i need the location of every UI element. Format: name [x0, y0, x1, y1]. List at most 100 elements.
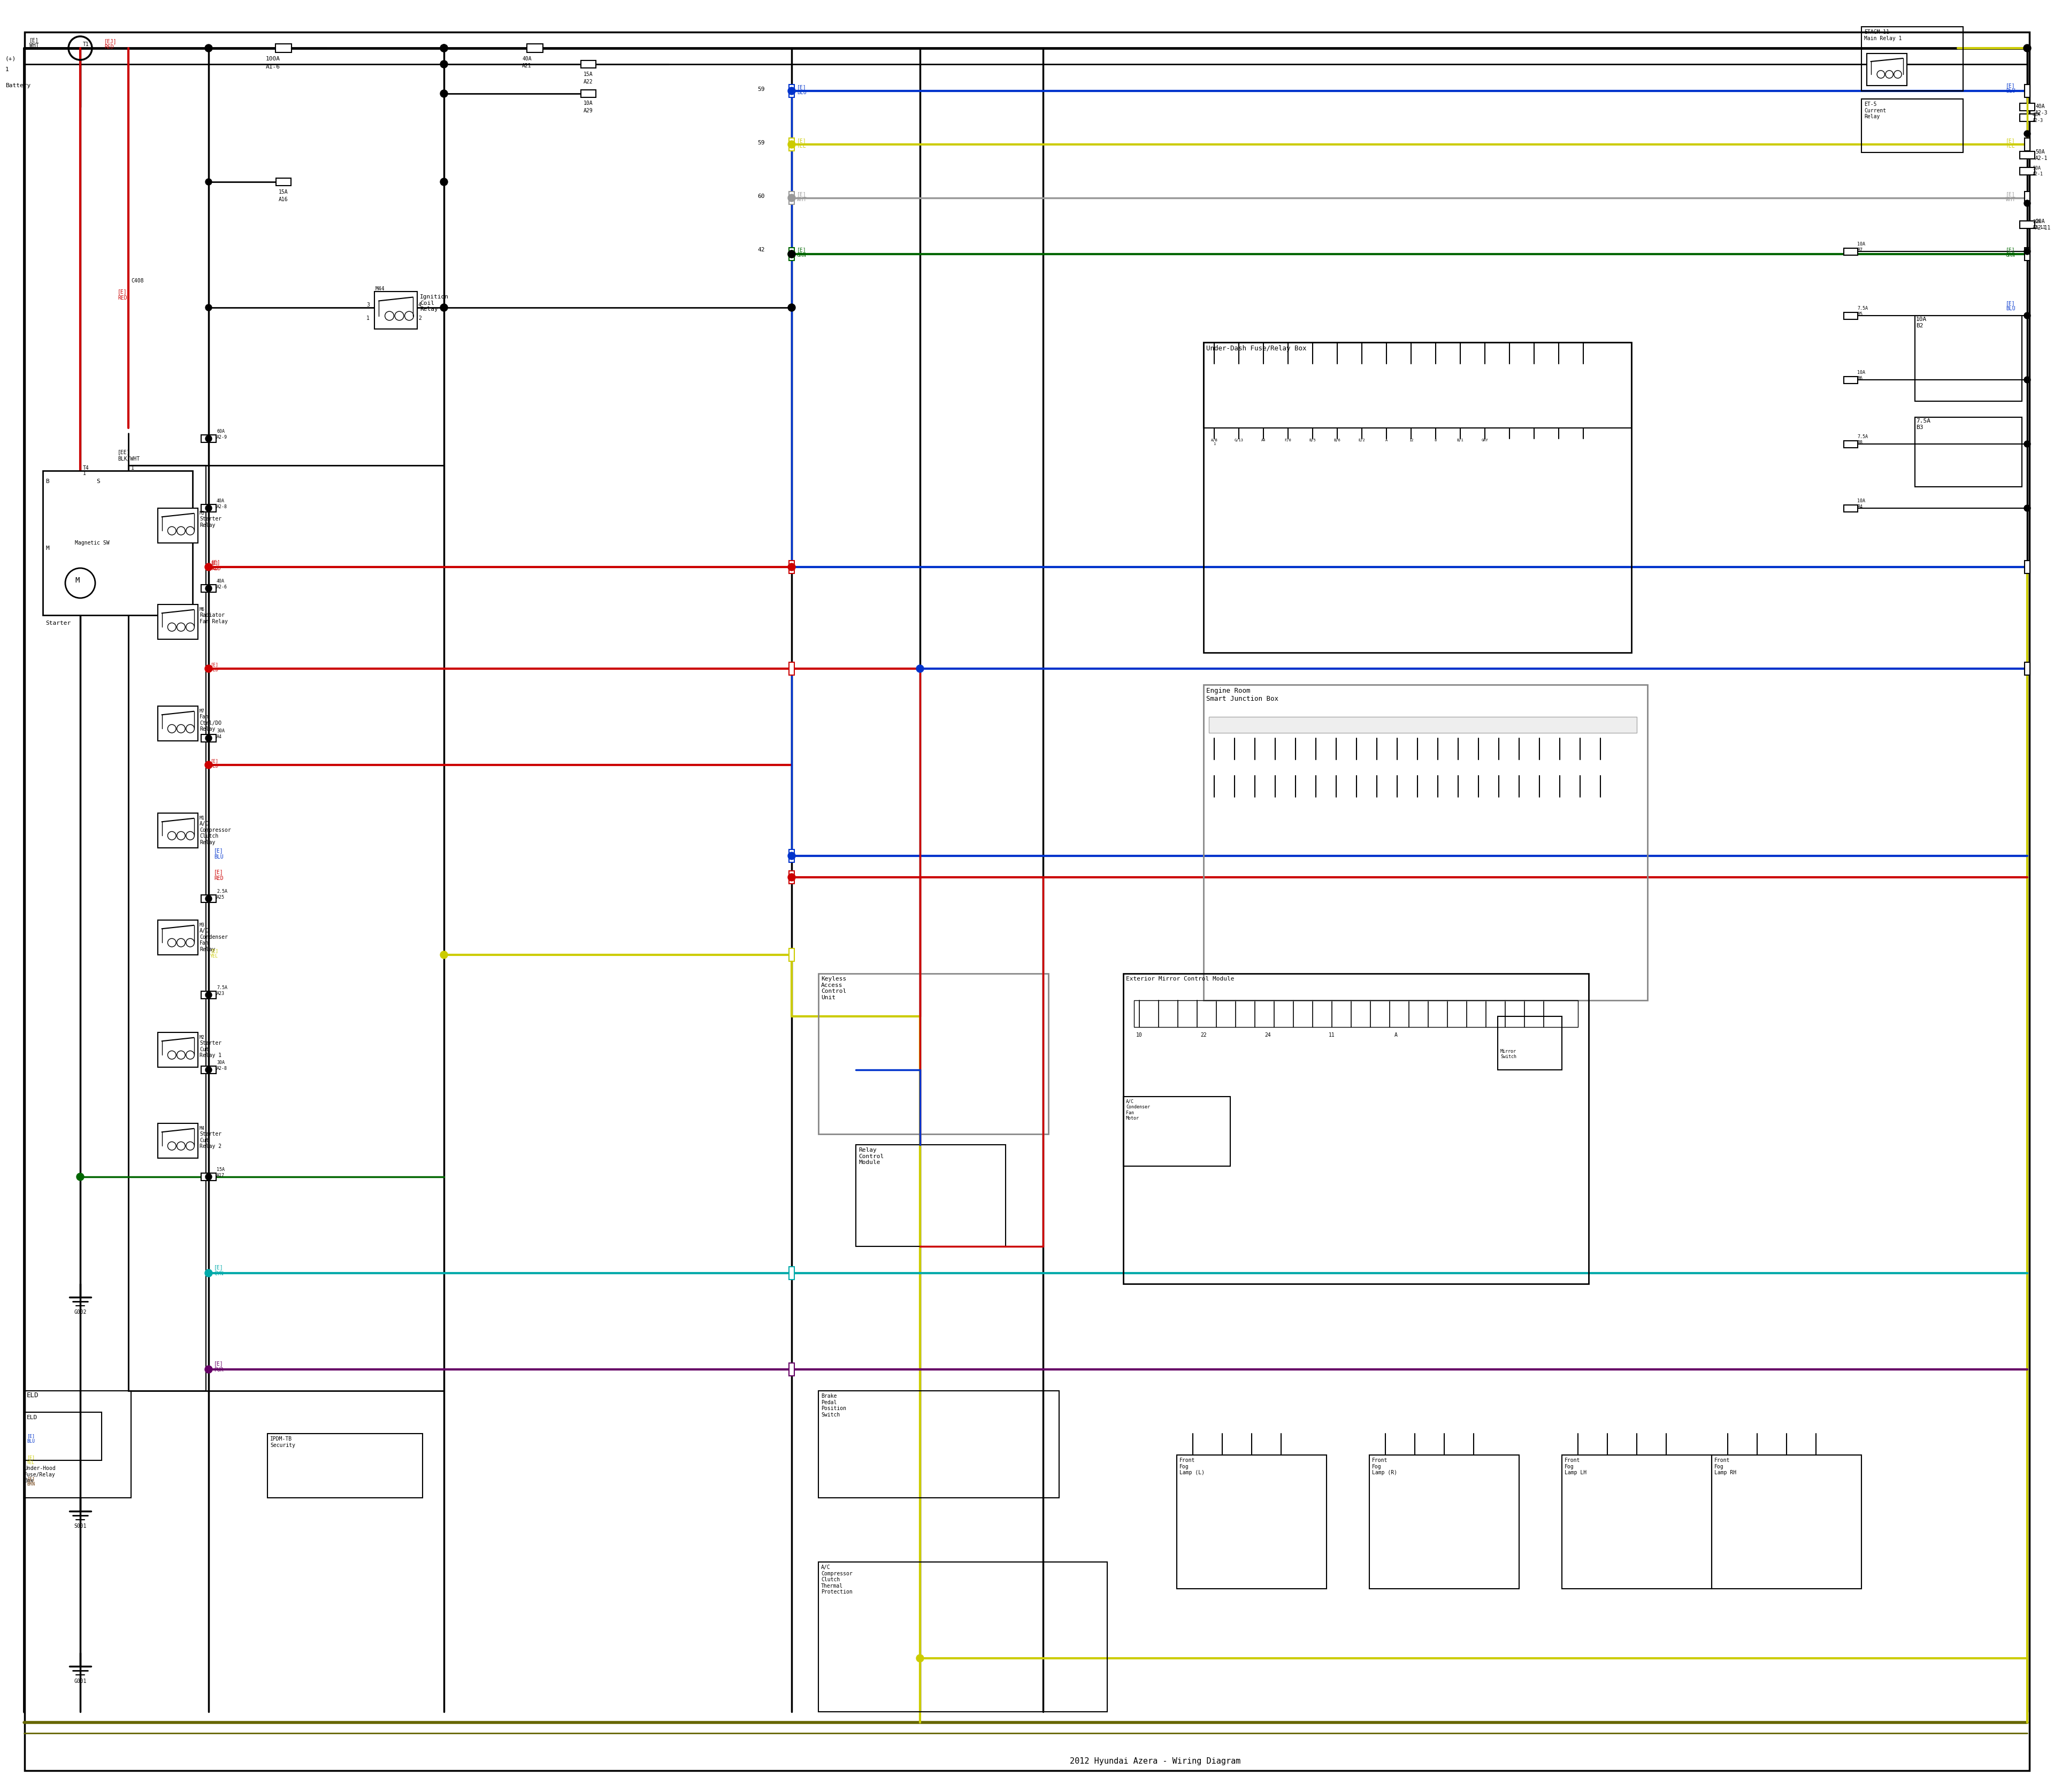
Circle shape — [205, 991, 212, 998]
Text: A21: A21 — [522, 63, 532, 68]
Text: [E]
BLU: [E] BLU — [27, 1434, 35, 1444]
Text: YEL: YEL — [797, 143, 807, 149]
Circle shape — [205, 305, 212, 310]
Bar — [581, 61, 596, 68]
Bar — [528, 43, 542, 52]
Circle shape — [2023, 441, 2031, 448]
Text: Engine Room
Smart Junction Box: Engine Room Smart Junction Box — [1206, 688, 1278, 702]
Bar — [127, 466, 444, 1391]
Bar — [789, 138, 795, 151]
Bar — [1204, 342, 1631, 652]
Bar — [1497, 1016, 1561, 1070]
Text: BLU: BLU — [797, 90, 807, 95]
Text: RED: RED — [117, 296, 127, 301]
Text: 10A
B4: 10A B4 — [1857, 498, 1865, 509]
Circle shape — [205, 1366, 212, 1373]
Circle shape — [205, 1174, 212, 1181]
Text: [E]: [E] — [214, 869, 224, 874]
Text: G002: G002 — [74, 1310, 86, 1315]
Text: M4: M4 — [199, 1125, 205, 1131]
Circle shape — [205, 586, 212, 591]
Text: 12: 12 — [1409, 439, 1413, 443]
Text: 10A: 10A — [583, 100, 594, 106]
Bar — [158, 814, 197, 848]
Bar — [1370, 1455, 1520, 1590]
Circle shape — [205, 665, 212, 672]
Bar — [2019, 151, 2036, 159]
Text: 8: 8 — [1434, 439, 1438, 443]
Text: (+): (+) — [6, 56, 16, 61]
Text: [E]
RED: [E] RED — [210, 663, 218, 672]
Bar — [1134, 1000, 1577, 1027]
Text: 7.5A
B3: 7.5A B3 — [1916, 418, 1931, 430]
Text: 2: 2 — [419, 315, 421, 321]
Text: Front
Fog
Lamp (R): Front Fog Lamp (R) — [1372, 1457, 1397, 1475]
Bar — [2025, 247, 2029, 260]
Text: 40A
A2-3: 40A A2-3 — [2033, 113, 2044, 124]
Text: M: M — [45, 545, 49, 550]
Bar — [2019, 220, 2036, 228]
Bar — [1844, 505, 1857, 513]
Text: PUR: PUR — [214, 1367, 224, 1373]
Text: GRY: GRY — [1481, 439, 1489, 443]
Bar — [158, 509, 197, 543]
Text: 7.5A
B5: 7.5A B5 — [1857, 306, 1867, 317]
Text: A22: A22 — [583, 79, 594, 84]
Bar — [201, 1066, 216, 1073]
Circle shape — [789, 563, 795, 572]
Text: 15A: 15A — [583, 72, 594, 77]
Bar — [2019, 167, 2036, 176]
Text: BLK/WHT: BLK/WHT — [117, 457, 140, 462]
Circle shape — [916, 1654, 924, 1661]
Bar — [201, 894, 216, 903]
Text: 20A
A2-11: 20A A2-11 — [2033, 219, 2046, 229]
Text: C408: C408 — [131, 278, 144, 283]
Bar — [25, 1412, 101, 1460]
Bar — [789, 849, 795, 862]
Circle shape — [205, 435, 212, 443]
Text: Ignition
Coil
Relay: Ignition Coil Relay — [419, 294, 448, 312]
Text: WHT: WHT — [797, 197, 807, 202]
Text: 24: 24 — [1265, 1032, 1271, 1038]
Text: 100A: 100A — [265, 56, 279, 61]
Text: 10: 10 — [1136, 1032, 1142, 1038]
Text: M3: M3 — [199, 923, 205, 928]
Bar — [789, 663, 795, 676]
Text: 30A
A2-8: 30A A2-8 — [216, 1061, 228, 1072]
Text: RED: RED — [212, 566, 220, 572]
Text: Front
Fog
Lamp LH: Front Fog Lamp LH — [1565, 1457, 1586, 1475]
Bar — [127, 466, 205, 1391]
Text: [E]
RED: [E] RED — [210, 758, 218, 769]
Text: 60A
A2-9: 60A A2-9 — [216, 428, 228, 439]
Text: [E]: [E] — [29, 38, 39, 43]
Bar — [2019, 104, 2036, 111]
Text: Fan
Ctrl/DO
Relay: Fan Ctrl/DO Relay — [199, 715, 222, 731]
Bar — [817, 973, 1048, 1134]
Text: [E]: [E] — [797, 247, 807, 253]
Text: [E]: [E] — [2007, 138, 2015, 143]
Circle shape — [789, 305, 795, 312]
Bar — [2025, 663, 2029, 676]
Bar — [1861, 99, 1964, 152]
Circle shape — [440, 177, 448, 186]
Bar — [2019, 115, 2036, 122]
Text: GRN: GRN — [2007, 253, 2015, 258]
Text: [E]: [E] — [2007, 82, 2015, 88]
Bar — [201, 435, 216, 443]
Text: [E]
BRN: [E] BRN — [27, 1477, 35, 1487]
Circle shape — [2023, 505, 2031, 511]
Text: 15A: 15A — [279, 190, 288, 195]
Text: Under-Dash Fuse/Relay Box: Under-Dash Fuse/Relay Box — [1206, 346, 1306, 351]
Text: [E]: [E] — [214, 1265, 224, 1271]
Bar — [1861, 27, 1964, 91]
Bar — [1204, 685, 1647, 1000]
Text: B/6: B/6 — [1333, 439, 1341, 443]
Bar — [1844, 312, 1857, 319]
Text: 2.5A
A25: 2.5A A25 — [216, 889, 228, 900]
Circle shape — [789, 853, 795, 860]
Text: 40A: 40A — [522, 56, 532, 61]
Circle shape — [205, 896, 212, 901]
Text: ETACM-11
Main Relay 1: ETACM-11 Main Relay 1 — [1865, 29, 1902, 41]
Text: F/0: F/0 — [1284, 439, 1292, 443]
Bar — [2025, 192, 2029, 204]
